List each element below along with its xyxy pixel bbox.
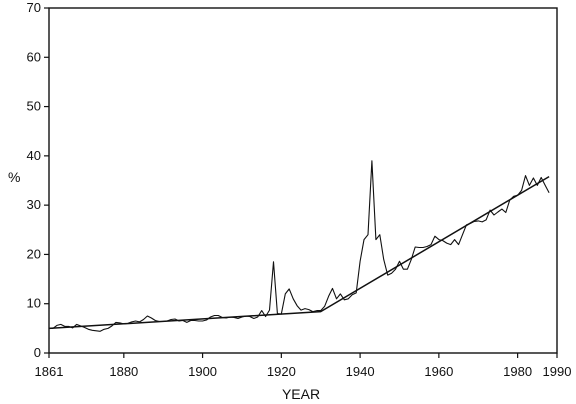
x-axis-label: YEAR (282, 386, 320, 402)
x-tick-label: 1960 (424, 364, 453, 379)
x-tick-label: 1861 (35, 364, 64, 379)
y-tick-label: 60 (27, 49, 41, 64)
x-tick-label: 1940 (346, 364, 375, 379)
y-tick-label: 0 (34, 345, 41, 360)
y-tick-label: 70 (27, 0, 41, 15)
x-tick-label: 1980 (503, 364, 532, 379)
y-tick-label: 20 (27, 246, 41, 261)
observed-series-line (49, 160, 550, 332)
y-tick-label: 10 (27, 296, 41, 311)
y-axis-label: % (8, 169, 20, 185)
x-tick-label: 1880 (109, 364, 138, 379)
x-tick-label: 1900 (188, 364, 217, 379)
y-tick-label: 40 (27, 148, 41, 163)
plot-frame (48, 7, 558, 354)
y-tick-label: 50 (27, 99, 41, 114)
y-tick-label: 30 (27, 197, 41, 212)
axes (48, 7, 558, 354)
ticks: 0 10 20 30 40 50 60 70 1861 1880 1900 1920 1940 1960 1… (27, 0, 572, 379)
series-layer (48, 160, 550, 332)
trend-line (48, 175, 550, 330)
x-tick-label: 1920 (267, 364, 296, 379)
x-tick-label: 1990 (543, 364, 572, 379)
